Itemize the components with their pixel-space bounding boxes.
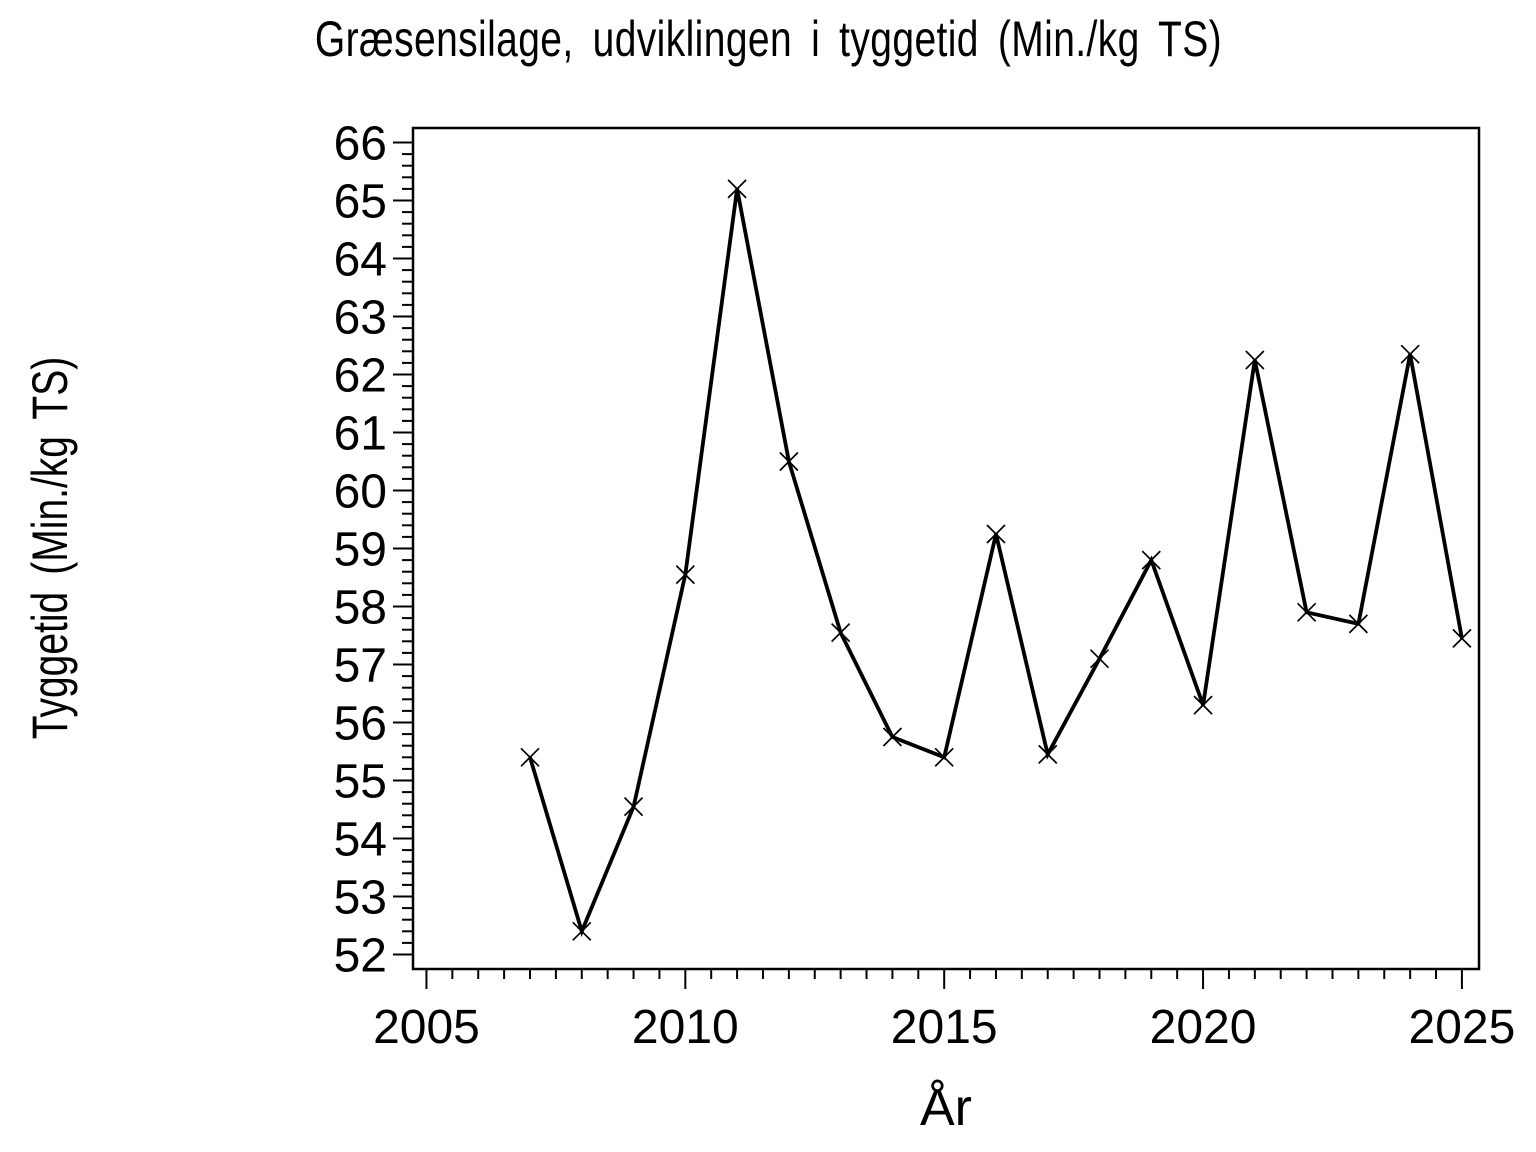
data-line (528, 188, 1464, 937)
y-axis-tick-label: 65 (334, 176, 387, 229)
data-point-marker (1452, 628, 1472, 649)
y-axis-tick-label: 53 (334, 872, 387, 925)
data-point-marker (1141, 550, 1161, 570)
y-axis-tick-label: 60 (334, 466, 387, 519)
data-point-marker (623, 796, 644, 817)
data-point-marker (779, 451, 799, 472)
data-point-marker (1193, 695, 1213, 715)
data-point-marker (1038, 744, 1058, 765)
data-point-marker (1296, 602, 1317, 622)
data-point-marker (831, 622, 851, 643)
x-axis-tick-label: 2015 (891, 1001, 998, 1054)
y-axis-tick-label: 55 (334, 756, 387, 809)
y-axis-tick-label: 61 (334, 408, 387, 461)
y-axis-tick-label: 54 (334, 814, 387, 867)
data-point-marker (986, 524, 1006, 544)
x-axis-tick-label: 2010 (632, 1001, 739, 1054)
data-point-marker (1400, 344, 1420, 364)
data-point-marker (572, 921, 592, 941)
chart-title: Græsensilage, udviklingen i tyggetid (Mi… (0, 10, 1536, 68)
data-point-marker (675, 564, 695, 585)
x-axis-title: År (413, 1078, 1479, 1138)
data-point-marker (727, 179, 747, 199)
data-point-marker (934, 747, 954, 767)
x-axis-tick-label: 2020 (1150, 1001, 1257, 1054)
x-axis-tick-label: 2005 (373, 1001, 480, 1054)
y-axis-tick-label: 66 (334, 118, 387, 171)
data-point-marker (1348, 614, 1368, 634)
x-axis-tick-label: 2025 (1409, 1001, 1516, 1054)
data-point-marker (520, 747, 540, 767)
y-axis-tick-label: 56 (334, 698, 387, 751)
plot-frame (411, 126, 1481, 971)
x-axis-title-text: År (920, 1079, 972, 1137)
y-axis-tick-label: 58 (334, 582, 387, 635)
y-axis-tick-label: 57 (334, 640, 387, 693)
data-point-marker (882, 727, 903, 747)
y-axis-tick-label: 62 (334, 350, 387, 403)
data-point-marker (1245, 350, 1265, 370)
y-axis-tick-label: 59 (334, 524, 387, 577)
chart-title-text: Græsensilage, udviklingen i tyggetid (Mi… (314, 11, 1222, 67)
y-axis-tick-label: 64 (334, 234, 387, 287)
y-axis-tick-label: 63 (334, 292, 387, 345)
y-axis-tick-label: 52 (334, 930, 387, 983)
data-point-marker (1089, 649, 1110, 669)
